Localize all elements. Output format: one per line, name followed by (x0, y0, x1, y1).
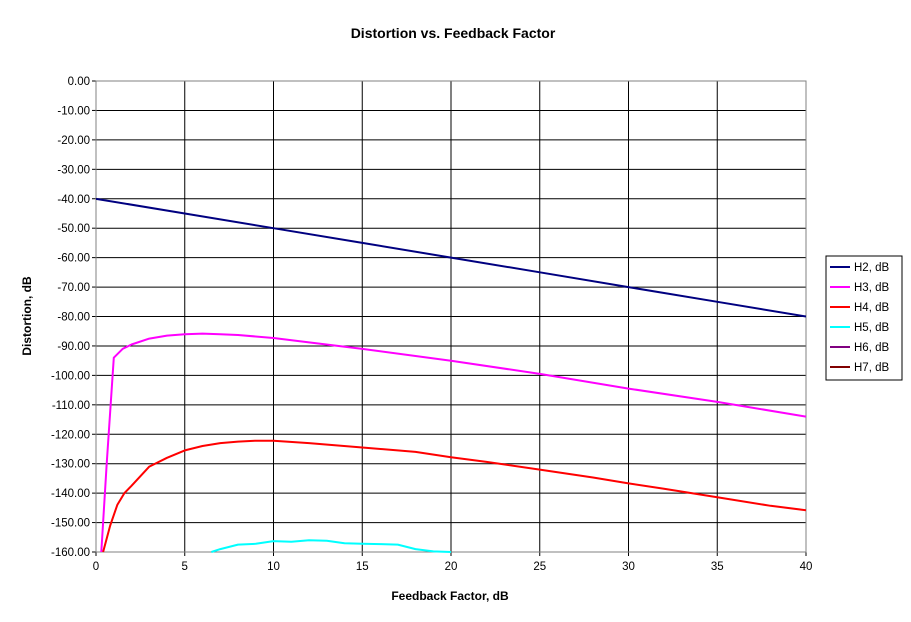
legend-label-h7: H7, dB (854, 362, 889, 374)
plot-area: 0.00 -10.00 -20.00 -30.00 -40.00 -50.00 -60.00… (51, 76, 812, 573)
y-tick-label: -130.00 (51, 459, 90, 471)
legend-label-h4: H4, dB (854, 302, 889, 314)
legend-label-h5: H5, dB (854, 322, 889, 334)
x-tick-label: 5 (182, 561, 188, 573)
legend: H2, dB H3, dB H4, dB H5, dB H6, dB H7, dB (825, 255, 903, 381)
y-tick-label: -60.00 (57, 253, 90, 265)
series-line-h4 (102, 439, 806, 553)
x-tick-label: 35 (711, 561, 724, 573)
y-tick-label: 0.00 (68, 76, 90, 88)
y-axis-title: Distortion, dB (20, 276, 34, 356)
y-tick-label: -100.00 (51, 370, 90, 382)
x-tick-label: 15 (356, 561, 369, 573)
x-tick-label: 20 (445, 561, 458, 573)
y-tick-label: -90.00 (57, 341, 90, 353)
y-tick-label: -150.00 (51, 518, 90, 530)
legend-box (825, 255, 903, 381)
chart-title: Distortion vs. Feedback Factor (351, 25, 556, 41)
x-axis-title: Feedback Factor, dB (391, 589, 509, 603)
y-tick-label: -160.00 (51, 547, 90, 559)
x-tick-label: 30 (622, 561, 635, 573)
legend-label-h6: H6, dB (854, 342, 889, 354)
y-tick-label: -140.00 (51, 488, 90, 500)
series-line-h5 (211, 539, 452, 553)
y-tick-label: -40.00 (57, 194, 90, 206)
y-tick-label: -30.00 (57, 164, 90, 176)
x-tick-label: 0 (93, 561, 99, 573)
x-tick-label: 25 (533, 561, 546, 573)
y-tick-label: -10.00 (57, 105, 90, 117)
y-tick-label: -110.00 (52, 400, 90, 412)
legend-label-h2: H2, dB (854, 262, 889, 274)
y-tick-label: -50.00 (57, 223, 90, 235)
y-tick-label: -80.00 (57, 312, 90, 324)
y-tick-label: -120.00 (51, 429, 90, 441)
series-line-h3 (100, 332, 806, 553)
legend-label-h3: H3, dB (854, 282, 889, 294)
series-line-h2 (96, 197, 806, 318)
y-tick-label: -70.00 (57, 282, 90, 294)
x-tick-label: 10 (267, 561, 280, 573)
x-tick-label: 40 (800, 561, 813, 573)
y-tick-label: -20.00 (57, 135, 90, 147)
